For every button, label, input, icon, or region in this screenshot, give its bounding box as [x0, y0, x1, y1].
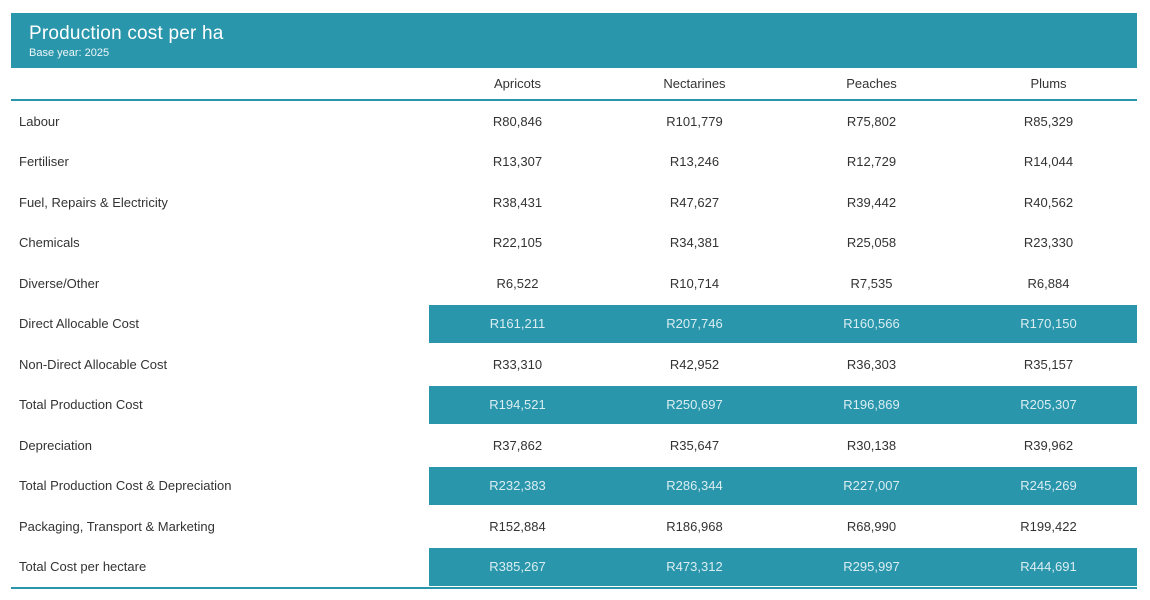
value-cell: R14,044 — [1023, 154, 1074, 170]
highlight-band: R194,521 R250,697 R196,869 R205,307 — [429, 385, 1137, 424]
value-cell: R250,697 — [666, 397, 723, 413]
value-cell: R10,714 — [669, 275, 720, 291]
row-label: Total Production Cost — [11, 384, 429, 425]
column-header-plums: Plums — [1030, 76, 1067, 91]
highlight-band: R385,267 R473,312 R295,997 R444,691 — [429, 547, 1137, 586]
value-cell: R444,691 — [1020, 559, 1077, 575]
row-label: Total Production Cost & Depreciation — [11, 465, 429, 506]
value-cell: R207,746 — [666, 316, 723, 332]
value-cell: R35,647 — [669, 437, 720, 453]
row-label: Chemicals — [11, 222, 429, 263]
table-row: Fuel, Repairs & Electricity R38,431 R47,62… — [11, 182, 1137, 223]
value-cell: R47,627 — [669, 194, 720, 210]
value-cell: R39,442 — [846, 194, 897, 210]
column-header-apricots: Apricots — [494, 76, 541, 91]
row-label: Depreciation — [11, 425, 429, 466]
value-cell: R385,267 — [489, 559, 546, 575]
value-cell: R194,521 — [489, 397, 546, 413]
value-cell: R6,884 — [1027, 275, 1070, 291]
value-cell: R23,330 — [1023, 235, 1074, 251]
value-cell: R205,307 — [1020, 397, 1077, 413]
value-cell: R40,562 — [1023, 194, 1074, 210]
value-cell: R6,522 — [496, 275, 539, 291]
table-row: Total Production Cost R194,521 R250,697 R19… — [11, 384, 1137, 425]
value-cell: R7,535 — [850, 275, 893, 291]
value-cell: R30,138 — [846, 437, 897, 453]
value-cell: R161,211 — [489, 316, 546, 332]
value-band: R37,862 R35,647 R30,138 R39,962 — [429, 426, 1137, 465]
cost-table: Apricots Nectarines Peaches Plums Labour R80… — [11, 68, 1137, 589]
row-label: Fuel, Repairs & Electricity — [11, 182, 429, 223]
table-row: Packaging, Transport & Marketing R152,884… — [11, 506, 1137, 547]
value-cell: R473,312 — [666, 559, 723, 575]
value-cell: R170,150 — [1020, 316, 1077, 332]
value-band: R6,522 R10,714 R7,535 R6,884 — [429, 264, 1137, 303]
row-label: Fertiliser — [11, 141, 429, 182]
value-cell: R38,431 — [492, 194, 543, 210]
value-band: R22,105 R34,381 R25,058 R23,330 — [429, 224, 1137, 263]
value-cell: R80,846 — [492, 113, 543, 129]
row-label: Diverse/Other — [11, 263, 429, 304]
row-label: Labour — [11, 101, 429, 142]
value-cell: R245,269 — [1020, 478, 1077, 494]
value-cell: R13,246 — [669, 154, 720, 170]
table-row: Non-Direct Allocable Cost R33,310 R42,952 R… — [11, 344, 1137, 385]
value-cell: R75,802 — [846, 113, 897, 129]
value-cell: R232,383 — [489, 478, 546, 494]
value-cell: R13,307 — [492, 154, 543, 170]
table-body: Labour R80,846 R101,779 R75,802 R85,329 Ferti… — [11, 101, 1137, 589]
column-header-nectarines: Nectarines — [663, 76, 726, 91]
value-band: R38,431 R47,627 R39,442 R40,562 — [429, 183, 1137, 222]
value-cell: R25,058 — [846, 235, 897, 251]
table-row: Total Production Cost & Depreciation R232… — [11, 465, 1137, 506]
value-cell: R39,962 — [1023, 437, 1074, 453]
row-label: Direct Allocable Cost — [11, 303, 429, 344]
table-row: Labour R80,846 R101,779 R75,802 R85,329 — [11, 101, 1137, 142]
table-row: Fertiliser R13,307 R13,246 R12,729 R14,044 — [11, 141, 1137, 182]
table-row: Depreciation R37,862 R35,647 R30,138 R39,962 — [11, 425, 1137, 466]
value-band: R33,310 R42,952 R36,303 R35,157 — [429, 345, 1137, 384]
value-cell: R286,344 — [666, 478, 723, 494]
page-subtitle: Base year: 2025 — [29, 47, 110, 59]
value-cell: R199,422 — [1020, 518, 1077, 534]
row-label: Packaging, Transport & Marketing — [11, 506, 429, 547]
value-band: R13,307 R13,246 R12,729 R14,044 — [429, 143, 1137, 182]
value-cell: R42,952 — [669, 356, 720, 372]
table-row: Direct Allocable Cost R161,211 R207,746 R16… — [11, 303, 1137, 344]
column-header-row: Apricots Nectarines Peaches Plums — [11, 68, 1137, 101]
highlight-band: R232,383 R286,344 R227,007 R245,269 — [429, 466, 1137, 505]
title-banner: Production cost per ha Base year: 2025 — [11, 13, 1137, 68]
value-cell: R227,007 — [843, 478, 900, 494]
row-label: Non-Direct Allocable Cost — [11, 344, 429, 385]
value-cell: R37,862 — [492, 437, 543, 453]
row-label: Total Cost per hectare — [11, 546, 429, 587]
table-row: Diverse/Other R6,522 R10,714 R7,535 R6,884 — [11, 263, 1137, 304]
value-cell: R85,329 — [1023, 113, 1074, 129]
value-cell: R186,968 — [666, 518, 723, 534]
value-cell: R36,303 — [846, 356, 897, 372]
value-cell: R68,990 — [846, 518, 897, 534]
value-cell: R196,869 — [843, 397, 900, 413]
value-band: R152,884 R186,968 R68,990 R199,422 — [429, 507, 1137, 546]
value-cell: R33,310 — [492, 356, 543, 372]
value-cell: R22,105 — [492, 235, 543, 251]
value-cell: R101,779 — [666, 113, 723, 129]
value-cell: R35,157 — [1023, 356, 1074, 372]
value-cell: R295,997 — [843, 559, 900, 575]
value-cell: R34,381 — [669, 235, 720, 251]
page-title: Production cost per ha — [29, 23, 224, 44]
highlight-band: R161,211 R207,746 R160,566 R170,150 — [429, 304, 1137, 343]
value-cell: R12,729 — [846, 154, 897, 170]
value-cell: R160,566 — [843, 316, 900, 332]
column-header-peaches: Peaches — [846, 76, 897, 91]
value-band: R80,846 R101,779 R75,802 R85,329 — [429, 102, 1137, 141]
table-row: Chemicals R22,105 R34,381 R25,058 R23,330 — [11, 222, 1137, 263]
value-cell: R152,884 — [489, 518, 546, 534]
table-row: Total Cost per hectare R385,267 R473,312 R2… — [11, 546, 1137, 587]
